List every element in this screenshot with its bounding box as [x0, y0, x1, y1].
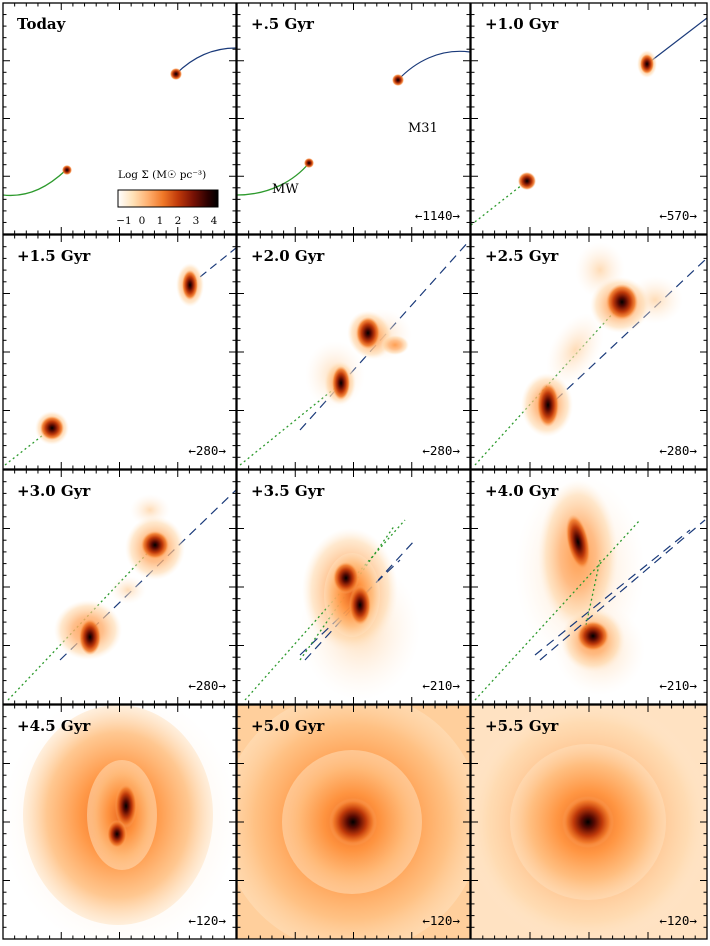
- time-label: +5.5 Gyr: [485, 717, 559, 735]
- mw-galaxy: [332, 366, 350, 400]
- panel-1-0-gyr: [471, 3, 707, 234]
- time-label: +4.5 Gyr: [17, 717, 91, 735]
- m31-galaxy: [356, 317, 380, 349]
- merged-core-a: [115, 784, 137, 828]
- scale-bar-label: ←1140→: [415, 208, 461, 223]
- panel-5-0-gyr: [237, 705, 470, 939]
- scale-bar-label: ←280→: [659, 443, 697, 458]
- mw-label: MW: [272, 182, 299, 197]
- panel-today: Log Σ (M☉ pc⁻³) −1 0 1 2 3 4: [3, 3, 236, 234]
- mw-galaxy: [40, 416, 64, 440]
- panel-3-0-gyr: [3, 470, 236, 704]
- time-label: +3.5 Gyr: [251, 482, 325, 500]
- colorbar-tick-label: −1: [116, 215, 131, 227]
- merged-core-b: [107, 820, 127, 848]
- scale-bar-label: ←210→: [422, 678, 460, 693]
- time-label: +2.0 Gyr: [251, 247, 325, 265]
- time-label: +3.0 Gyr: [17, 482, 91, 500]
- scale-bar-label: ←210→: [659, 678, 697, 693]
- colorbar-ticks: −1 0 1 2 3 4: [116, 215, 217, 227]
- m31-galaxy: [141, 531, 169, 559]
- panel-0-5-gyr: M31 MW: [237, 3, 470, 234]
- colorbar-tick-label: 4: [211, 215, 218, 227]
- time-label: Today: [17, 15, 67, 33]
- mw-galaxy: [304, 158, 314, 168]
- colorbar-tick-label: 2: [175, 215, 182, 227]
- merged-core: [562, 796, 614, 848]
- time-label: +.5 Gyr: [251, 15, 315, 33]
- m31-galaxy: [392, 74, 404, 86]
- time-label: +1.5 Gyr: [17, 247, 91, 265]
- colorbar-tick-label: 0: [139, 215, 146, 227]
- panel-1-5-gyr: [3, 235, 236, 469]
- time-label: +5.0 Gyr: [251, 717, 325, 735]
- colorbar-tick-label: 3: [193, 215, 200, 227]
- m31-galaxy: [640, 54, 654, 74]
- scale-bar-label: ←280→: [188, 678, 226, 693]
- m31-galaxy: [170, 68, 182, 80]
- mw-galaxy: [537, 383, 559, 427]
- scale-bar-label: ←120→: [659, 913, 697, 928]
- mw-galaxy: [577, 621, 609, 651]
- scale-bar-label: ←280→: [422, 443, 460, 458]
- panel-2-5-gyr: [471, 235, 707, 469]
- mw-galaxy: [518, 172, 536, 190]
- m31-galaxy: [333, 562, 359, 594]
- panel-3-5-gyr: [237, 470, 470, 704]
- panel-4-0-gyr: [471, 470, 707, 704]
- m31-galaxy: [182, 270, 198, 300]
- merged-core: [329, 798, 377, 846]
- scale-bar-label: ←120→: [188, 913, 226, 928]
- panel-2-0-gyr: [237, 235, 470, 469]
- scale-bar-label: ←280→: [188, 443, 226, 458]
- time-label: +1.0 Gyr: [485, 15, 559, 33]
- time-label: +4.0 Gyr: [485, 482, 559, 500]
- mw-galaxy: [79, 619, 101, 655]
- m31-galaxy: [565, 514, 591, 570]
- colorbar-title: Log Σ (M☉ pc⁻³): [118, 169, 206, 181]
- scale-bar-label: ←120→: [422, 913, 460, 928]
- m31-label: M31: [408, 121, 438, 136]
- panel-5-5-gyr: [471, 705, 707, 939]
- panel-labels: Today +.5 Gyr ←1140→ +1.0 Gyr ←570→ +1.5 Gyr ←…: [17, 15, 697, 928]
- mw-galaxy: [349, 585, 371, 625]
- m31-galaxy: [606, 284, 638, 320]
- colorbar: [117, 189, 219, 208]
- time-label: +2.5 Gyr: [485, 247, 559, 265]
- panel-4-5-gyr: [3, 705, 236, 939]
- scale-bar-label: ←570→: [659, 208, 697, 223]
- colorbar-tick-label: 1: [157, 215, 164, 227]
- mw-galaxy: [62, 165, 72, 175]
